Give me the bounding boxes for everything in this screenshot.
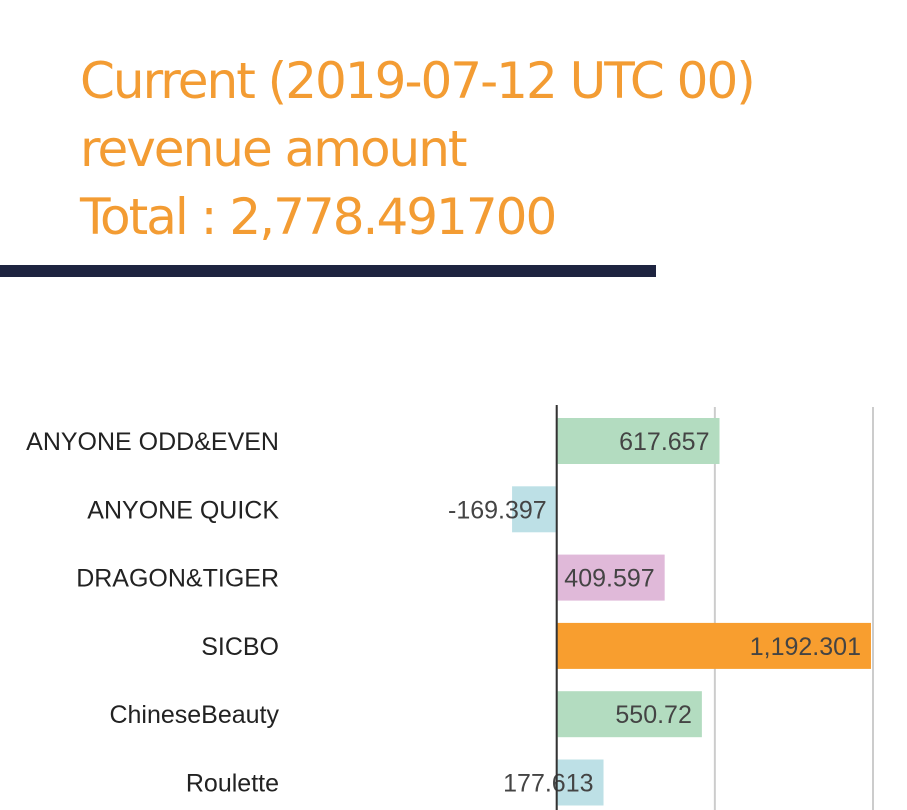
category-label: ChineseBeauty [109, 701, 279, 729]
value-label: 550.72 [615, 701, 691, 729]
title-line: Current (2019-07-12 UTC 00) [80, 52, 754, 110]
bar [556, 622, 871, 669]
value-label: 617.657 [619, 428, 709, 456]
category-label: SICBO [201, 633, 279, 661]
value-label: 409.597 [564, 565, 654, 593]
bar [556, 691, 702, 738]
category-label: Roulette [186, 770, 279, 798]
title-line: revenue amount [80, 120, 467, 178]
category-label: ANYONE ODD&EVEN [26, 428, 279, 456]
bar [556, 759, 604, 806]
title-line: Total : 2,778.491700 [79, 188, 555, 246]
value-label: 177.613 [503, 770, 593, 798]
bar [512, 486, 557, 533]
title-underline [0, 265, 656, 277]
value-label: -169.397 [448, 496, 547, 524]
bar [556, 554, 665, 601]
bar [556, 418, 720, 464]
category-label: DRAGON&TIGER [76, 565, 279, 593]
category-label: ANYONE QUICK [87, 496, 279, 524]
value-label: 1,192.301 [750, 633, 861, 661]
